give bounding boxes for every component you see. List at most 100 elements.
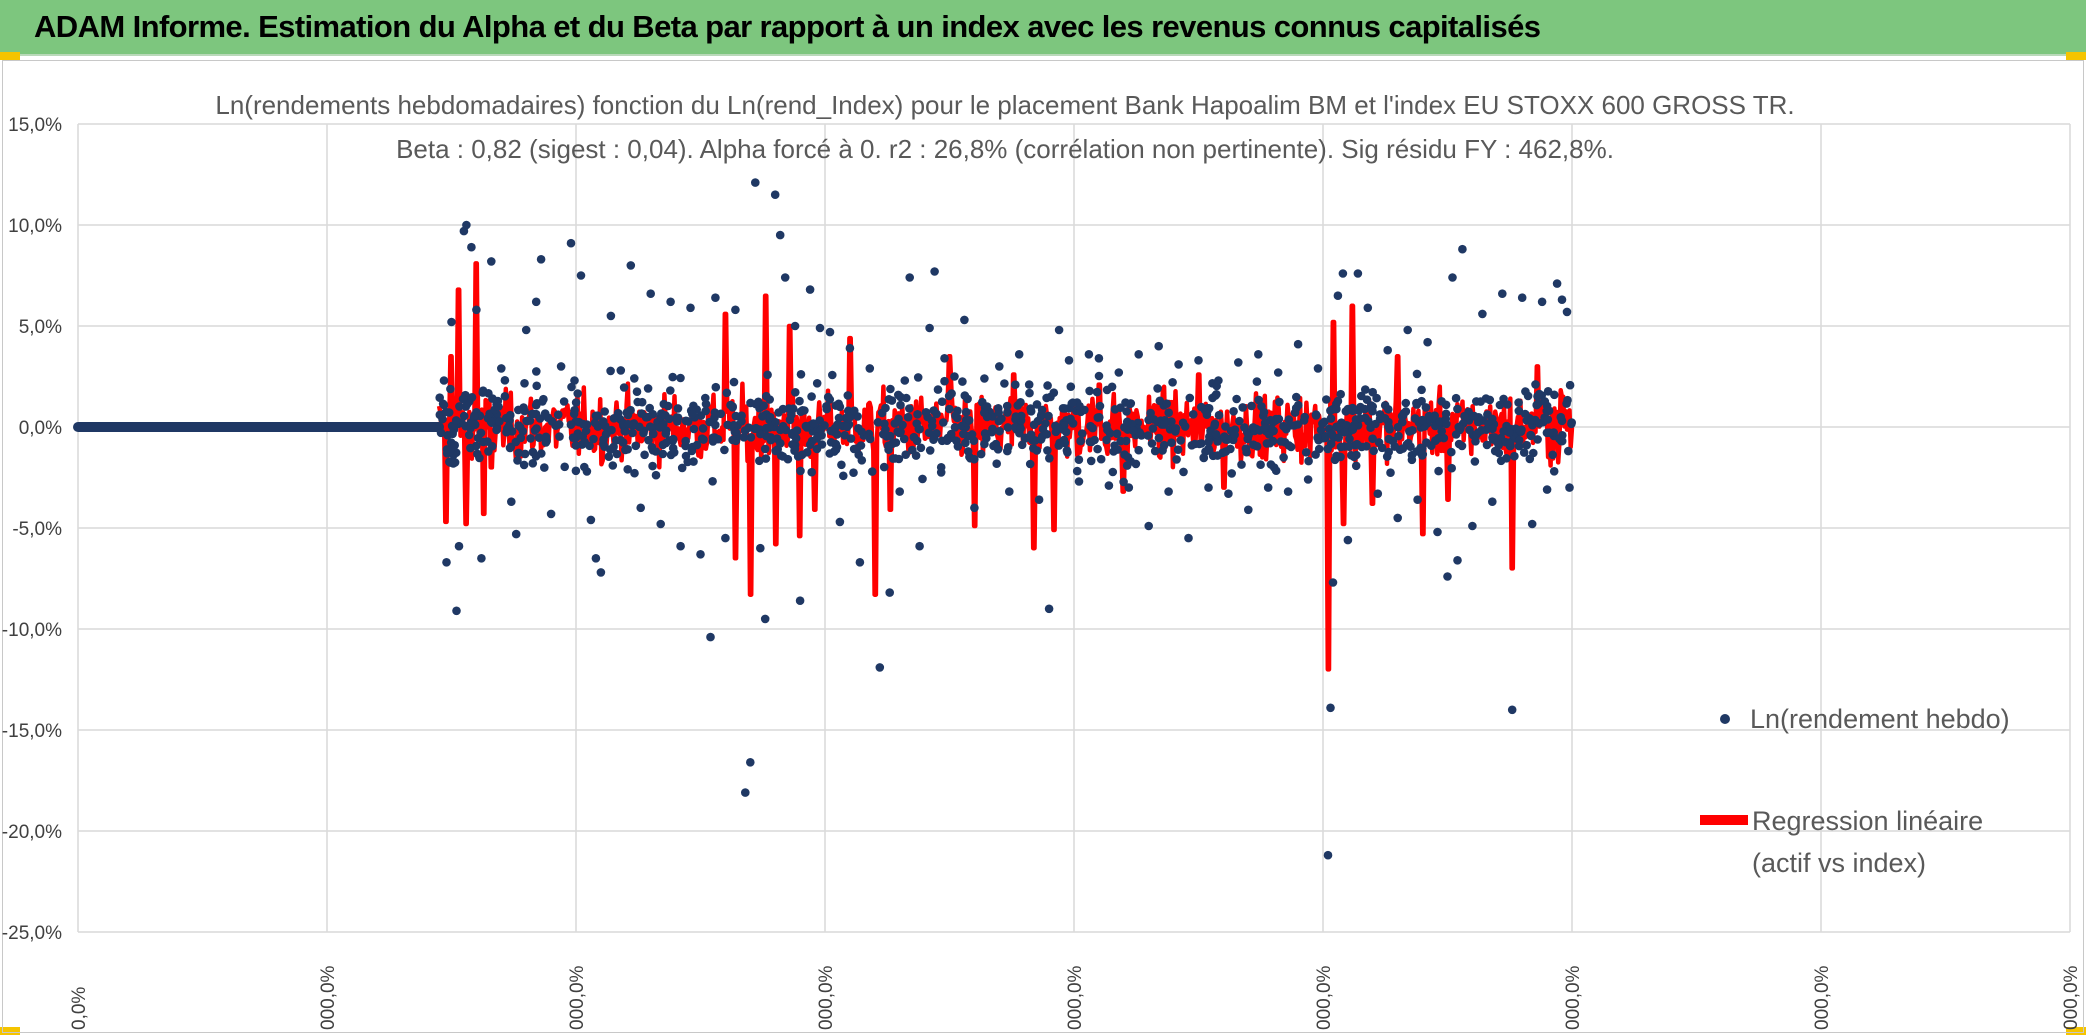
scatter-point <box>1495 400 1505 410</box>
chart-area <box>2 60 2084 1033</box>
scatter-point <box>886 384 895 394</box>
scatter-point <box>596 568 606 577</box>
scatter-point <box>1384 422 1393 432</box>
scatter-point <box>1199 453 1208 463</box>
scatter-point <box>1290 408 1300 417</box>
scatter-point <box>1110 441 1119 450</box>
scatter-point <box>833 420 842 429</box>
scatter-point <box>726 400 735 410</box>
scatter-point <box>526 434 535 443</box>
scatter-point <box>520 449 530 459</box>
scatter-point <box>494 402 503 411</box>
scatter-point <box>925 323 934 333</box>
scatter-point <box>1256 460 1265 470</box>
legend: Ln(rendement hebdo) Regression linéaire … <box>1700 704 2010 878</box>
scatter-point <box>1013 401 1022 410</box>
scatter-point <box>1355 414 1365 423</box>
corner-accent-bottom-left <box>0 1027 20 1035</box>
scatter-point <box>536 254 546 264</box>
scatter-point <box>1380 414 1390 423</box>
scatter-point <box>472 441 481 451</box>
scatter-point <box>1293 339 1303 349</box>
scatter-point <box>1384 405 1393 414</box>
scatter-point <box>795 596 805 605</box>
scatter-point <box>1383 345 1392 355</box>
scatter-point <box>1167 417 1176 426</box>
scatter-point <box>1094 354 1104 363</box>
scatter-point <box>761 454 771 463</box>
scatter-point <box>1102 435 1111 445</box>
scatter-point <box>520 379 529 388</box>
scatter-point <box>1068 398 1078 408</box>
scatter-point <box>1526 430 1535 440</box>
scatter-point <box>915 541 924 551</box>
scatter-point <box>470 411 479 421</box>
y-tick-label: 0,0% <box>19 418 62 439</box>
scatter-point <box>980 439 989 449</box>
scatter-point <box>1076 436 1085 446</box>
scatter-point <box>959 429 968 439</box>
scatter-point <box>1563 395 1572 405</box>
scatter-point <box>514 448 523 458</box>
scatter-point <box>1447 447 1456 457</box>
scatter-point <box>1155 396 1165 406</box>
scatter-point <box>1527 519 1537 529</box>
scatter-point <box>970 503 979 513</box>
scatter-point <box>1416 443 1425 453</box>
scatter-point <box>1363 303 1373 313</box>
scatter-point <box>692 440 702 450</box>
scatter-point <box>439 376 449 385</box>
scatter-point <box>963 447 973 456</box>
scatter-point <box>532 399 542 408</box>
scatter-point <box>867 467 877 476</box>
scatter-point <box>676 541 685 551</box>
scatter-point <box>741 788 750 797</box>
scatter-point <box>687 446 697 456</box>
scatter-point <box>1343 404 1353 414</box>
scatter-point <box>755 456 764 466</box>
scatter-point <box>1369 446 1378 456</box>
scatter-point <box>1232 394 1241 404</box>
scatter-point <box>1176 436 1185 445</box>
scatter-point <box>1514 406 1524 416</box>
scatter-point <box>1026 404 1035 413</box>
scatter-point <box>976 449 986 459</box>
scatter-point <box>1401 398 1411 408</box>
scatter-point <box>711 382 721 392</box>
scatter-point <box>1122 461 1132 470</box>
scatter-point <box>1522 440 1531 450</box>
scatter-point <box>1433 527 1442 537</box>
scatter-point <box>825 449 834 458</box>
scatter-point <box>1525 454 1535 464</box>
scatter-point <box>643 384 653 393</box>
scatter-point <box>1472 430 1481 440</box>
scatter-point <box>1200 405 1210 415</box>
scatter-point <box>921 408 931 417</box>
scatter-point <box>835 517 845 527</box>
scatter-point <box>1314 444 1324 454</box>
scatter-point <box>1543 415 1553 424</box>
legend-regression-label-2: (actif vs index) <box>1752 848 1926 878</box>
scatter-point <box>903 412 913 422</box>
scatter-point <box>914 424 924 434</box>
scatter-point <box>1227 469 1236 478</box>
scatter-point <box>1343 535 1353 545</box>
scatter-point <box>1284 441 1294 450</box>
scatter-point <box>939 418 948 427</box>
scatter-point <box>729 377 739 387</box>
y-axis-ticks: 15,0% 10,0% 5,0% 0,0% -5,0% -10,0% -15,0% -20,0… <box>2 115 62 944</box>
scatter-point <box>792 426 802 435</box>
scatter-point <box>1499 427 1508 436</box>
scatter-point <box>815 323 825 333</box>
scatter-point <box>672 413 682 422</box>
scatter-point <box>608 461 618 470</box>
scatter-point <box>1204 483 1213 492</box>
scatter-point <box>751 423 761 433</box>
scatter-point <box>1373 489 1383 499</box>
scatter-point <box>1128 426 1138 435</box>
scatter-point <box>930 433 939 443</box>
scatter-point <box>616 435 625 445</box>
scatter-point <box>961 407 971 417</box>
scatter-point <box>1167 438 1176 448</box>
scatter-point <box>1240 423 1249 432</box>
